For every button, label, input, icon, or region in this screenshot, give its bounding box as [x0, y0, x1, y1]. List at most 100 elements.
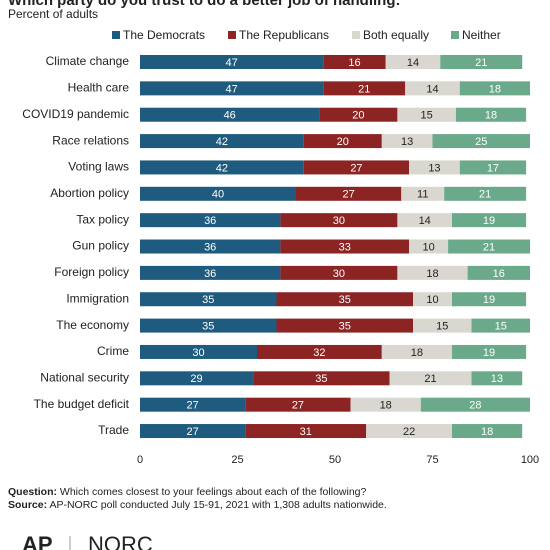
legend-label: The Democrats	[123, 28, 205, 42]
value-label: 35	[315, 373, 327, 385]
x-tick-label: 100	[521, 454, 539, 466]
legend-label: Both equally	[363, 28, 429, 42]
bar-segment	[444, 186, 527, 201]
value-label: 16	[348, 57, 360, 69]
legend-swatch	[352, 31, 360, 39]
y-tick-label: Trade	[98, 423, 129, 437]
value-label: 47	[226, 57, 238, 69]
bar-segment	[413, 292, 452, 307]
bar-segment	[296, 186, 402, 201]
y-tick-label: Climate change	[46, 54, 130, 68]
bar-segment	[455, 107, 527, 122]
legend-swatch	[112, 31, 120, 39]
logo: NORC	[88, 532, 153, 550]
value-label: 11	[417, 189, 428, 201]
bar-segment	[381, 344, 452, 359]
note-text: Which comes closest to your feelings abo…	[60, 486, 367, 498]
value-label: 42	[216, 136, 228, 148]
value-label: 36	[204, 241, 216, 253]
y-tick-label: National security	[40, 370, 129, 384]
legend-label: The Republicans	[239, 28, 329, 42]
bar-segment	[420, 397, 530, 412]
y-tick-label: The budget deficit	[34, 397, 130, 411]
bar-segment	[140, 397, 246, 412]
value-label: 29	[190, 373, 202, 385]
bar-segment	[140, 292, 277, 307]
bar-segment	[140, 371, 254, 386]
value-label: 14	[407, 57, 419, 69]
bar-segment	[385, 55, 441, 69]
chart-subtitle: Percent of adults	[8, 7, 98, 21]
value-label: 35	[339, 321, 351, 333]
value-label: 10	[422, 241, 434, 253]
y-tick-label: Tax policy	[76, 212, 129, 226]
bar-segment	[140, 213, 281, 228]
value-label: 15	[495, 321, 507, 333]
bar-segment	[409, 160, 460, 175]
bar-segment	[432, 134, 530, 149]
bar-segment	[381, 134, 433, 149]
bar-segment	[140, 55, 324, 69]
bar-segment	[303, 160, 410, 175]
bar-segment	[140, 424, 246, 439]
value-label: 40	[212, 189, 224, 201]
y-tick-label: Health care	[68, 81, 130, 95]
value-label: 13	[401, 136, 413, 148]
value-label: 21	[479, 189, 491, 201]
value-label: 30	[192, 347, 204, 359]
y-tick-label: Crime	[97, 344, 129, 358]
bar-segment	[452, 213, 527, 228]
value-label: 35	[339, 294, 351, 306]
x-tick-label: 50	[329, 454, 341, 466]
value-label: 18	[380, 400, 392, 412]
bar-segment	[140, 134, 304, 149]
value-label: 18	[426, 268, 438, 280]
value-label: 19	[483, 294, 495, 306]
chart-title: Which party do you trust to do a better …	[8, 0, 400, 9]
y-tick-label: Foreign policy	[54, 265, 129, 279]
value-label: 22	[403, 426, 415, 438]
value-label: 15	[421, 110, 433, 122]
bar-segment	[459, 160, 527, 175]
value-label: 21	[483, 241, 495, 253]
value-label: 20	[337, 136, 349, 148]
value-label: 10	[426, 294, 438, 306]
value-label: 28	[469, 400, 481, 412]
bar-segment	[140, 318, 277, 333]
bar-segment	[323, 81, 406, 96]
value-label: 14	[419, 215, 431, 227]
value-label: 27	[187, 400, 199, 412]
value-label: 18	[411, 347, 423, 359]
bar-segment	[280, 265, 398, 280]
value-label: 21	[424, 373, 436, 385]
value-label: 13	[491, 373, 503, 385]
bar-segment	[253, 371, 390, 386]
y-tick-label: Race relations	[52, 133, 129, 147]
value-label: 27	[350, 162, 362, 174]
bar-segment	[413, 318, 472, 333]
value-label: 31	[300, 426, 312, 438]
note: Question: Which comes closest to your fe…	[8, 486, 366, 498]
note-label: Question:	[8, 486, 57, 498]
value-label: 35	[202, 321, 214, 333]
value-label: 14	[426, 83, 438, 95]
bar-segment	[397, 213, 452, 228]
bar-segment	[452, 292, 527, 307]
value-label: 17	[487, 162, 499, 174]
bar-segment	[140, 344, 257, 359]
bar-segment	[140, 265, 281, 280]
bar-segment	[409, 239, 449, 254]
bar-segment	[467, 265, 530, 280]
bar-segment	[280, 213, 398, 228]
bar-segment	[303, 134, 382, 149]
bar-segment	[397, 107, 456, 122]
bar-segment	[397, 265, 468, 280]
y-tick-label: Immigration	[66, 291, 129, 305]
value-label: 32	[313, 347, 325, 359]
bar-segment	[350, 397, 421, 412]
bar-segment	[140, 186, 296, 201]
value-label: 30	[333, 215, 345, 227]
value-label: 16	[493, 268, 505, 280]
bar-segment	[319, 107, 398, 122]
value-label: 19	[483, 347, 495, 359]
